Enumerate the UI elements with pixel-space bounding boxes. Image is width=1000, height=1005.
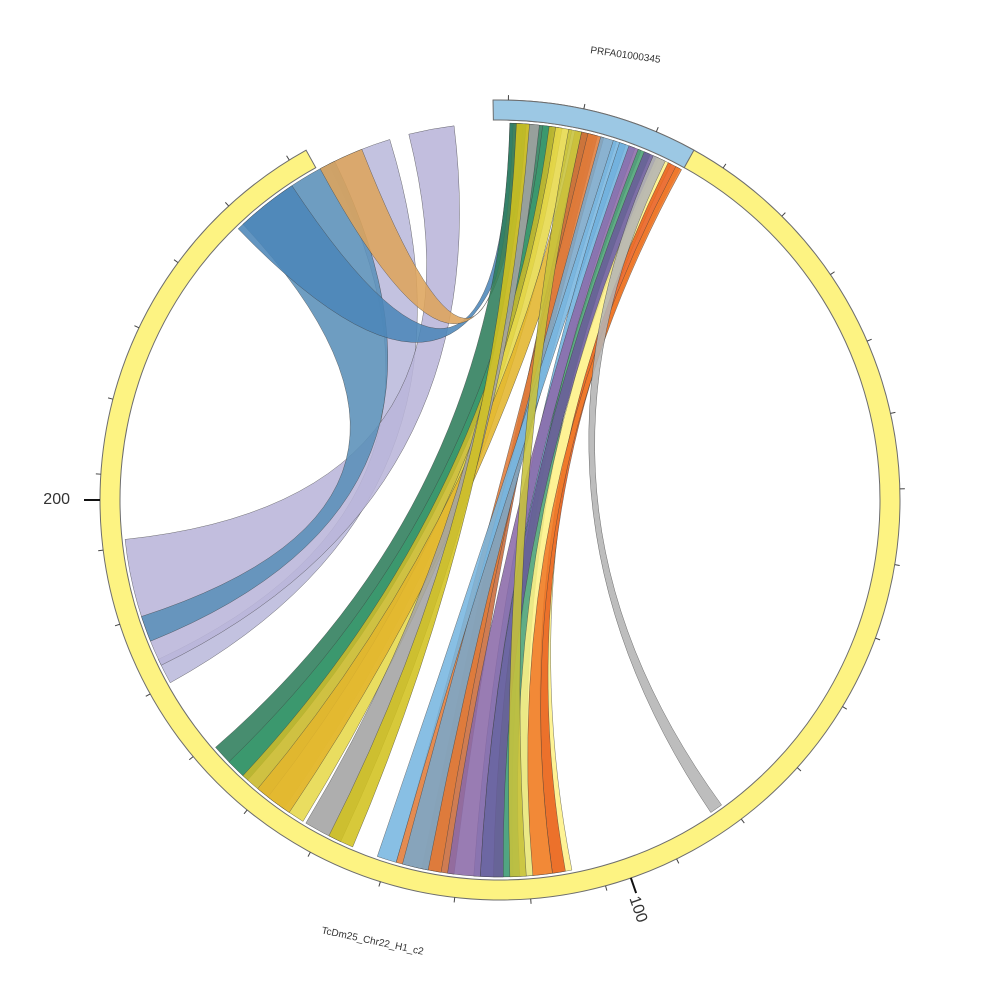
minor-tick: [308, 852, 310, 856]
minor-tick: [677, 859, 679, 863]
tick-label-200: 200: [43, 491, 70, 508]
minor-tick: [287, 156, 290, 160]
minor-tick: [891, 412, 896, 413]
minor-tick: [98, 550, 103, 551]
minor-tick: [225, 202, 228, 206]
minor-tick: [174, 260, 178, 263]
minor-tick: [244, 810, 247, 814]
minor-tick: [656, 127, 658, 132]
tick-label-100: 100: [625, 894, 650, 925]
segment-label-chr22: TcDm25_Chr22_H1_c2: [321, 925, 425, 957]
minor-tick: [875, 638, 880, 640]
segment-label-prfa: PRFA01000345: [590, 45, 662, 66]
minor-tick: [189, 757, 193, 760]
minor-tick: [115, 624, 120, 626]
minor-tick: [843, 707, 847, 710]
minor-tick: [867, 339, 872, 341]
minor-tick: [584, 104, 585, 109]
minor-tick: [723, 164, 726, 168]
minor-tick: [146, 694, 150, 696]
minor-tick: [830, 272, 834, 275]
minor-tick: [606, 886, 607, 891]
minor-tick: [134, 326, 139, 328]
minor-tick: [108, 398, 113, 399]
minor-tick: [454, 897, 455, 902]
minor-tick: [741, 819, 744, 823]
minor-tick: [782, 213, 786, 217]
minor-tick: [797, 768, 801, 771]
minor-tick: [895, 565, 900, 566]
major-tick: [631, 878, 636, 893]
minor-tick: [379, 882, 380, 887]
